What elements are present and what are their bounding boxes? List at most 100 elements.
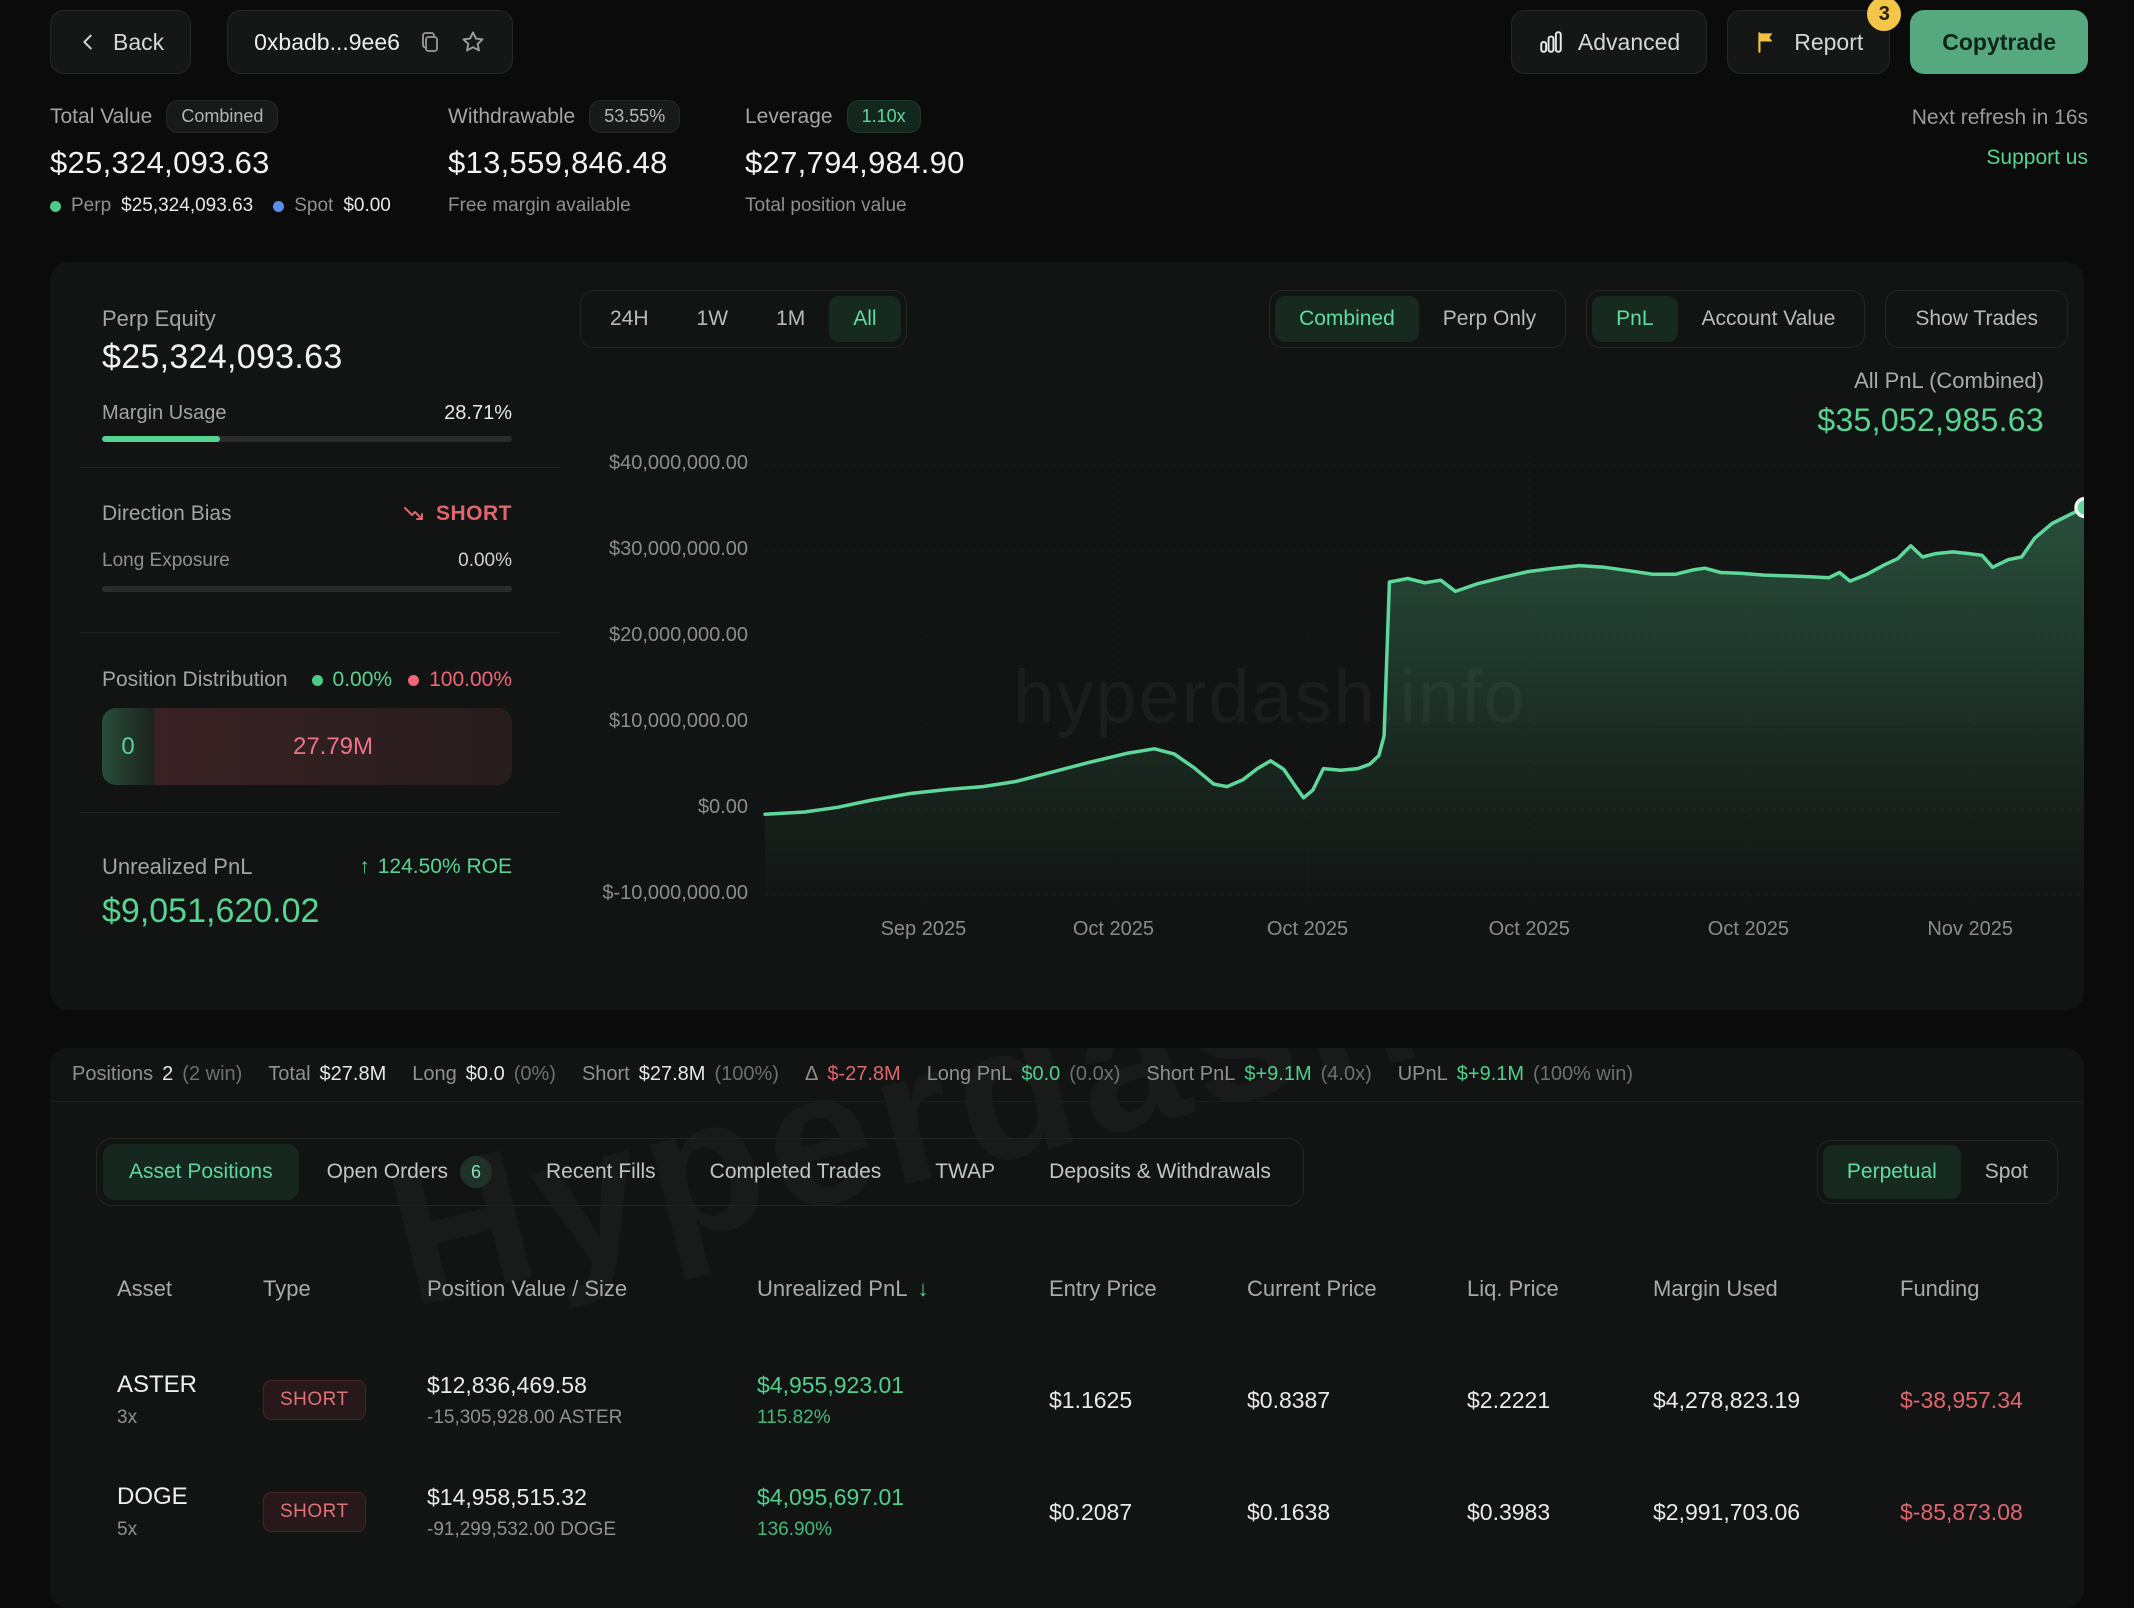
metric-tab-account-value[interactable]: Account Value: [1701, 307, 1836, 330]
position-type-badge: SHORT: [263, 1380, 366, 1420]
copytrade-button[interactable]: Copytrade: [1910, 10, 2088, 74]
tab-deposits-withdrawals[interactable]: Deposits & Withdrawals: [1049, 1160, 1271, 1183]
leverage-label: Leverage: [745, 104, 833, 128]
tab-open-orders[interactable]: Open Orders 6: [301, 1144, 518, 1200]
position-size: -91,299,532.00 DOGE: [427, 1518, 617, 1540]
tab-completed-trades[interactable]: Completed Trades: [709, 1160, 882, 1183]
y-axis-tick: $10,000,000.00: [608, 710, 748, 732]
report-count-badge: 3: [1867, 0, 1902, 31]
asset-name: ASTER: [117, 1371, 198, 1398]
market-toggle: Perpetual Spot: [1816, 1140, 2058, 1204]
leverage-value: $27,794,984.90: [745, 145, 965, 180]
top-actions: Advanced Report 3 Copytrade: [1510, 0, 2088, 74]
leverage-stat: Leverage 1.10x $27,794,984.90 Total posi…: [745, 100, 965, 217]
long-exposure-label: Long Exposure: [102, 550, 230, 571]
unrealized-pnl-pct: 115.82%: [757, 1406, 831, 1428]
position-row-doge[interactable]: DOGE 5x SHORT $14,958,515.32 -91,299,532.00 …: [117, 1456, 2064, 1568]
combined-badge[interactable]: Combined: [166, 100, 279, 133]
long-dot-icon: [311, 674, 323, 686]
margin-usage-label: Margin Usage: [102, 402, 227, 424]
summary-group: Δ $-27.8M: [804, 1063, 901, 1085]
show-trades-container: Show Trades: [1885, 290, 2068, 348]
chart-endpoint-dot: [2074, 496, 2084, 519]
range-tab-24h[interactable]: 24H: [610, 307, 649, 330]
column-header-liq-price[interactable]: Liq. Price: [1467, 1276, 1559, 1301]
scope-tab-combined[interactable]: Combined: [1275, 296, 1419, 342]
asset-name: DOGE: [117, 1483, 188, 1510]
spot-dot-icon: [273, 200, 285, 212]
perp-dot-icon: [50, 200, 61, 212]
summary-group: Short PnL $+9.1M (4.0x): [1146, 1063, 1372, 1085]
tab-recent-fills[interactable]: Recent Fills: [545, 1160, 656, 1183]
market-tab-perpetual[interactable]: Perpetual: [1822, 1145, 1961, 1199]
total-value: $25,324,093.63: [50, 145, 270, 180]
star-icon[interactable]: [460, 29, 486, 55]
withdrawable-stat: Withdrawable 53.55% $13,559,846.48 Free …: [448, 100, 681, 217]
copy-icon[interactable]: [418, 30, 442, 54]
overview-card: Perp Equity $25,324,093.63 Margin Usage …: [50, 262, 2084, 1010]
column-header-unrealized-pnl[interactable]: Unrealized PnL ↓: [757, 1276, 929, 1301]
withdrawable-label: Withdrawable: [448, 104, 576, 128]
advanced-button[interactable]: Advanced: [1510, 10, 1708, 74]
tab-twap[interactable]: TWAP: [935, 1160, 996, 1183]
tab-asset-positions[interactable]: Asset Positions: [103, 1144, 299, 1200]
column-header-entry-price[interactable]: Entry Price: [1049, 1276, 1157, 1301]
market-tab-spot[interactable]: Spot: [1984, 1160, 2028, 1183]
unrealized-pnl: $4,095,697.01: [757, 1483, 905, 1510]
summary-group: Long PnL $0.0 (0.0x): [926, 1063, 1121, 1085]
range-tab-1w[interactable]: 1W: [696, 307, 729, 330]
pnl-chart[interactable]: [763, 455, 2084, 910]
margin-used: $4,278,823.19: [1653, 1386, 1801, 1413]
summary-group: Long $0.0 (0%): [412, 1063, 556, 1085]
column-header-funding[interactable]: Funding: [1900, 1276, 1980, 1301]
column-header-position-value-size[interactable]: Position Value / Size: [427, 1276, 628, 1301]
table-header: Asset Type Position Value / Size Unrealized…: [117, 1276, 2064, 1302]
advanced-label: Advanced: [1577, 28, 1681, 55]
tab-badge: 6: [459, 1156, 492, 1188]
unrealized-pnl-pct: 136.90%: [757, 1518, 833, 1540]
x-axis-tick: Nov 2025: [1927, 918, 2013, 940]
withdrawable-sub: Free margin available: [448, 195, 631, 216]
current-price: $0.1638: [1247, 1498, 1331, 1525]
support-us-link[interactable]: Support us: [1986, 146, 2088, 169]
position-value: $14,958,515.32: [427, 1483, 587, 1510]
show-trades-button[interactable]: Show Trades: [1915, 307, 2038, 330]
perp-value: $25,324,093.63: [121, 195, 254, 216]
entry-price: $0.2087: [1049, 1498, 1133, 1525]
total-value-stat: Total Value Combined $25,324,093.63 Perp…: [50, 100, 391, 217]
column-header-type[interactable]: Type: [263, 1276, 311, 1301]
chevron-left-icon: [77, 31, 99, 53]
margin-usage-value: 28.71%: [444, 402, 512, 424]
range-tab-all[interactable]: All: [829, 296, 901, 342]
y-axis-tick: $30,000,000.00: [608, 538, 748, 560]
x-axis-tick: Oct 2025: [1072, 918, 1155, 940]
column-header-asset[interactable]: Asset: [117, 1276, 173, 1301]
column-header-current-price[interactable]: Current Price: [1247, 1276, 1377, 1301]
back-button[interactable]: Back: [50, 10, 192, 74]
position-row-aster[interactable]: ASTER 3x SHORT $12,836,469.58 -15,305,928.00…: [117, 1344, 2064, 1456]
withdrawable-value: $13,559,846.48: [448, 145, 668, 180]
liq-price: $0.3983: [1467, 1498, 1551, 1525]
total-value-label: Total Value: [50, 104, 153, 128]
summary-group: UPnL $+9.1M (100% win): [1397, 1063, 1634, 1085]
summary-group: Short $27.8M (100%): [581, 1063, 779, 1085]
scope-tab-perp-only[interactable]: Perp Only: [1442, 307, 1537, 330]
wallet-address: 0xbadb...9ee6: [254, 28, 400, 55]
bar-chart-icon: [1538, 29, 1564, 55]
liq-price: $2.2221: [1467, 1386, 1551, 1413]
withdrawable-pct-badge: 53.55%: [589, 100, 681, 133]
column-header-margin-used[interactable]: Margin Used: [1653, 1276, 1778, 1301]
wallet-address-pill[interactable]: 0xbadb...9ee6: [227, 10, 513, 74]
x-axis-tick: Oct 2025: [1707, 918, 1789, 940]
sort-arrow-icon: ↓: [917, 1276, 929, 1301]
distribution-legend: 0.00% 100.00%: [311, 668, 512, 692]
report-button[interactable]: Report 3: [1727, 0, 1902, 74]
position-size: -15,305,928.00 ASTER: [427, 1406, 623, 1428]
report-label: Report: [1794, 28, 1864, 55]
asset-leverage: 3x: [117, 1407, 138, 1428]
leverage-badge: 1.10x: [846, 100, 921, 133]
metric-tab-pnl[interactable]: PnL: [1592, 296, 1678, 342]
range-tab-1m[interactable]: 1M: [776, 307, 806, 330]
direction-bias-value: SHORT: [402, 502, 512, 526]
